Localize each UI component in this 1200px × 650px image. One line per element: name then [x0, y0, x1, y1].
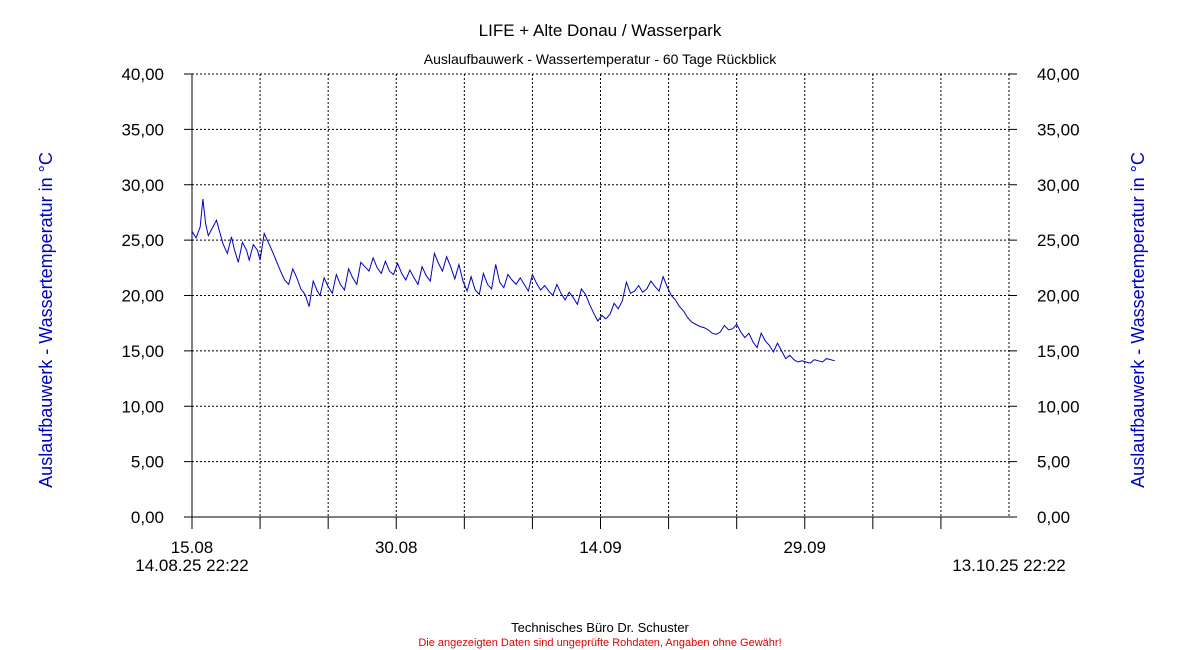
x-tick-label: 15.08 [171, 538, 214, 557]
y-tick-label-right: 0,00 [1037, 508, 1070, 527]
y-tick-label-right: 40,00 [1037, 65, 1080, 84]
y-axis-label-left: Auslaufbauwerk - Wassertemperatur in °C [36, 152, 56, 488]
chart-subtitle: Auslaufbauwerk - Wassertemperatur - 60 T… [424, 51, 777, 67]
y-tick-label-left: 40,00 [121, 65, 164, 84]
y-tick-label-left: 25,00 [121, 231, 164, 250]
y-tick-label-left: 20,00 [121, 287, 164, 306]
x-tick-label: 29.09 [783, 538, 826, 557]
y-tick-label-right: 35,00 [1037, 120, 1080, 139]
y-tick-label-right: 5,00 [1037, 453, 1070, 472]
axes [184, 73, 1017, 529]
y-axis-label-right: Auslaufbauwerk - Wassertemperatur in °C [1128, 152, 1148, 488]
x-tick-labels: 15.08 30.08 14.09 29.09 [171, 538, 826, 557]
chart-title: LIFE + Alte Donau / Wasserpark [479, 21, 722, 40]
y-tick-labels: 0,00 0,00 5,00 5,00 10,00 10,00 15,00 15,00 20,0… [121, 65, 1079, 527]
y-tick-label-right: 20,00 [1037, 287, 1080, 306]
x-range-end-label: 13.10.25 22:22 [952, 556, 1065, 575]
x-tick-label: 14.09 [579, 538, 622, 557]
y-tick-label-right: 25,00 [1037, 231, 1080, 250]
y-tick-label-left: 30,00 [121, 176, 164, 195]
grid [192, 73, 1010, 518]
y-tick-label-left: 35,00 [121, 120, 164, 139]
x-range-start-label: 14.08.25 22:22 [135, 556, 248, 575]
footer-disclaimer: Die angezeigten Daten sind ungeprüfte Ro… [418, 637, 781, 649]
y-tick-label-left: 5,00 [131, 453, 164, 472]
y-tick-label-left: 0,00 [131, 508, 164, 527]
y-tick-label-right: 10,00 [1037, 397, 1080, 416]
y-tick-label-right: 30,00 [1037, 176, 1080, 195]
y-tick-label-left: 15,00 [121, 342, 164, 361]
series-line-water-temperature [191, 199, 835, 364]
x-tick-label: 30.08 [375, 538, 418, 557]
y-tick-label-left: 10,00 [121, 397, 164, 416]
footer-company: Technisches Büro Dr. Schuster [511, 620, 689, 635]
y-tick-label-right: 15,00 [1037, 342, 1080, 361]
